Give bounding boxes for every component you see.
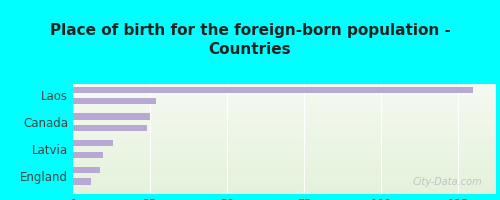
- Bar: [72, 167, 101, 173]
- Bar: [72, 87, 473, 93]
- Bar: [72, 178, 91, 185]
- Bar: [72, 125, 146, 131]
- Text: City-Data.com: City-Data.com: [412, 177, 482, 187]
- Bar: [72, 140, 112, 146]
- Bar: [72, 98, 156, 104]
- Bar: [72, 113, 150, 120]
- Bar: [72, 152, 104, 158]
- Text: Place of birth for the foreign-born population -
Countries: Place of birth for the foreign-born popu…: [50, 23, 450, 57]
